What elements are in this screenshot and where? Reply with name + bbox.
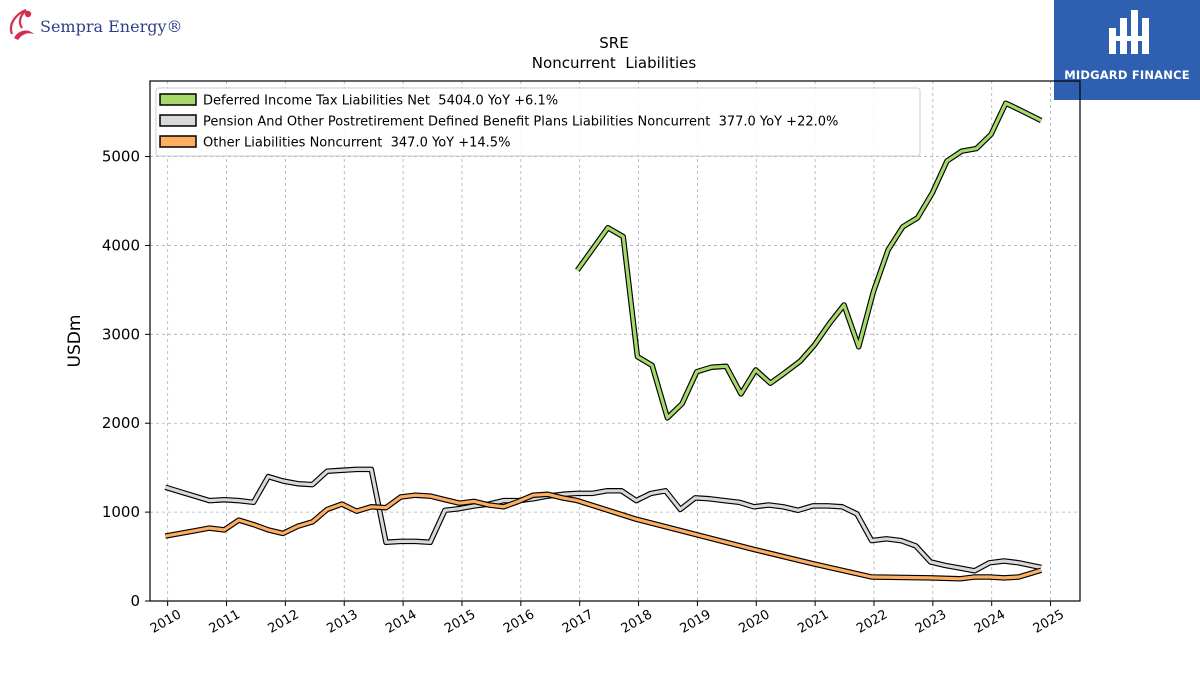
x-tick-label: 2019 [678, 607, 714, 637]
series-line-outline-2 [164, 491, 1042, 582]
legend-label-2: Other Liabilities Noncurrent 347.0 YoY +… [203, 136, 510, 151]
chart-subtitle: Noncurrent Liabilities [532, 54, 697, 72]
x-tick-label: 2013 [324, 607, 360, 637]
sempra-flame-icon [9, 8, 34, 40]
legend: Deferred Income Tax Liabilities Net 5404… [155, 87, 921, 157]
x-tick-label: 2022 [854, 607, 890, 637]
series-lines [164, 100, 1043, 582]
x-tick-label: 2018 [619, 607, 655, 637]
series-line-1 [164, 467, 1042, 573]
legend-label-0: Deferred Income Tax Liabilities Net 5404… [203, 94, 558, 109]
midgard-emblem-icon [1109, 10, 1149, 54]
y-tick-label: 5000 [102, 148, 140, 166]
x-tick-label: 2024 [972, 607, 1008, 637]
y-tick-label: 1000 [102, 503, 140, 521]
legend-swatch-1 [159, 114, 197, 127]
series-line-2 [165, 492, 1042, 581]
series-line-0 [576, 101, 1042, 420]
legend-label-1: Pension And Other Postretirement Defined… [203, 115, 838, 130]
x-tick-label: 2012 [266, 607, 302, 637]
plot-frame [149, 80, 1081, 602]
midgard-brand-text: MIDGARD FINANCE [1064, 68, 1190, 82]
x-tick-label: 2017 [560, 607, 596, 637]
x-tick-label: 2023 [913, 607, 949, 637]
y-tick-label: 4000 [102, 236, 140, 254]
x-tick-label: 2016 [501, 607, 537, 637]
x-axis: 2010 2011 2012 2013 2014 2015 2016 2017 2018 2019… [148, 601, 1067, 637]
legend-swatch-0 [159, 93, 197, 106]
sempra-brand-text: Sempra Energy® [40, 17, 183, 36]
sempra-energy-logo: Sempra Energy® [4, 4, 183, 46]
chart-title: SRE [599, 34, 628, 52]
y-tick-label: 0 [130, 592, 140, 610]
x-tick-label: 2010 [148, 607, 184, 637]
y-tick-label: 3000 [102, 325, 140, 343]
x-tick-label: 2014 [383, 607, 419, 637]
x-tick-label: 2020 [736, 607, 772, 637]
y-axis-label: USDm [65, 315, 85, 368]
x-tick-label: 2011 [207, 607, 243, 637]
midgard-finance-logo: MIDGARD FINANCE [1054, 0, 1200, 100]
y-axis: 0 1000 2000 3000 4000 5000 [102, 148, 150, 610]
y-tick-label: 2000 [102, 414, 140, 432]
legend-swatch-2 [159, 135, 197, 148]
x-tick-label: 2021 [795, 607, 831, 637]
grid [150, 81, 1080, 602]
x-tick-label: 2025 [1031, 607, 1067, 637]
x-tick-label: 2015 [442, 607, 478, 637]
legend-box [155, 87, 921, 157]
